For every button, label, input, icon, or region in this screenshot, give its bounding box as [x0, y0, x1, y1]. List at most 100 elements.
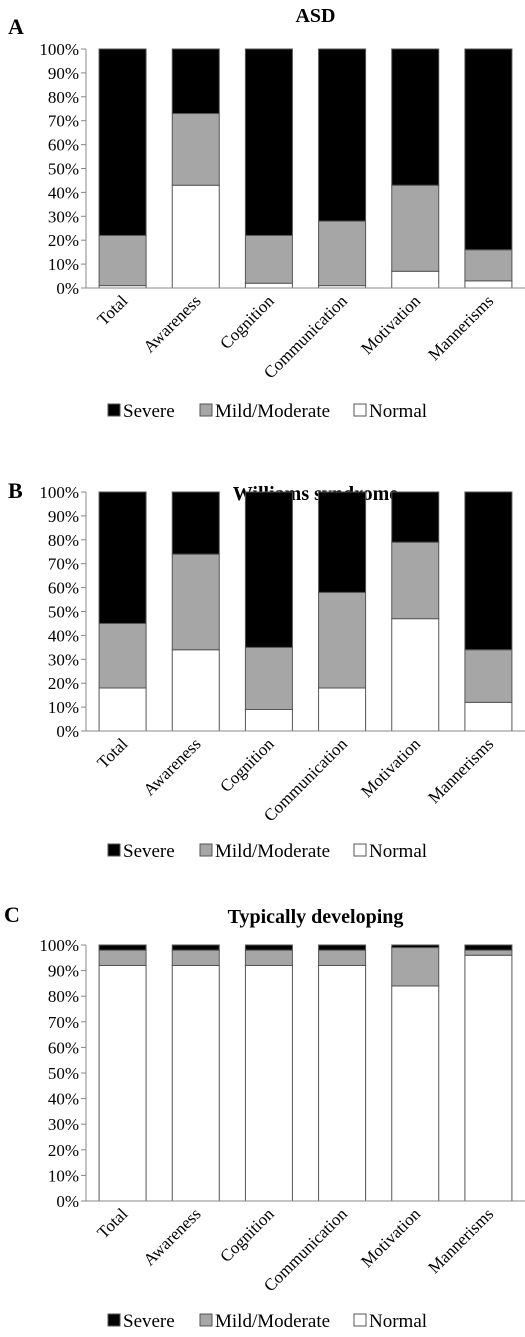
- legend-label-normal: Normal: [369, 1311, 427, 1332]
- x-tick-label: Motivation: [357, 291, 424, 358]
- bar-segment-mild-moderate: [171, 949, 220, 966]
- bar-segment-severe: [318, 944, 367, 951]
- y-tick-label: 90%: [48, 64, 79, 83]
- y-tick-label: 40%: [48, 1090, 79, 1109]
- legend-swatch-normal: [353, 843, 367, 857]
- bar-segment-normal: [318, 964, 367, 1202]
- legend: Severe Mild/Moderate Normal: [107, 841, 427, 862]
- bar-segment-normal: [171, 649, 220, 732]
- bar-segment-normal: [244, 708, 293, 732]
- bar-segment-mild-moderate: [244, 949, 293, 966]
- legend-swatch-mild-moderate: [199, 1313, 213, 1327]
- bar-segment-mild-moderate: [391, 947, 440, 987]
- x-tick-label: Awareness: [140, 1204, 205, 1269]
- legend-swatch-mild-moderate: [199, 843, 213, 857]
- y-tick-label: 100%: [39, 936, 79, 955]
- panel-letter: C: [4, 902, 20, 927]
- bar-segment-severe: [464, 944, 513, 951]
- bar-segment-severe: [391, 48, 440, 186]
- bar-segment-mild-moderate: [391, 541, 440, 620]
- chart-panel-c: C Typically developing 0% 10% 20% 30% 40% 50% 60…: [4, 902, 525, 1332]
- bar-segment-severe: [98, 48, 147, 236]
- bar-segment-normal: [98, 964, 147, 1202]
- bar-segment-severe: [244, 944, 293, 951]
- bar-segment-normal: [391, 618, 440, 732]
- y-tick-label: 0%: [56, 1192, 79, 1211]
- y-tick-label: 60%: [48, 579, 79, 598]
- legend: Severe Mild/Moderate Normal: [107, 1311, 427, 1332]
- panel-letter: A: [8, 14, 24, 39]
- bar-segment-mild-moderate: [98, 234, 147, 287]
- legend-swatch-severe: [107, 403, 121, 417]
- legend-label-severe: Severe: [123, 401, 175, 422]
- x-tick-label: Mannerisms: [424, 1204, 497, 1277]
- bar-segment-mild-moderate: [464, 649, 513, 703]
- y-tick-label: 0%: [56, 722, 79, 741]
- y-tick-label: 50%: [48, 160, 79, 179]
- x-tick-label: Total: [93, 734, 131, 772]
- bar-segment-mild-moderate: [318, 591, 367, 689]
- chart-title: Typically developing: [228, 906, 404, 928]
- bar-segment-normal: [98, 687, 147, 732]
- legend-swatch-severe: [107, 843, 121, 857]
- y-tick-label: 60%: [48, 1038, 79, 1057]
- bar-segment-mild-moderate: [244, 646, 293, 710]
- y-tick-label: 20%: [48, 674, 79, 693]
- x-tick-label: Awareness: [140, 734, 205, 799]
- legend-label-mild-moderate: Mild/Moderate: [215, 1311, 330, 1332]
- y-tick-label: 20%: [48, 231, 79, 250]
- bar-segment-severe: [244, 48, 293, 236]
- y-tick-label: 50%: [48, 603, 79, 622]
- y-tick-label: 100%: [39, 483, 79, 502]
- bar-segment-severe: [391, 944, 440, 949]
- y-tick-label: 10%: [48, 1166, 79, 1185]
- y-tick-label: 60%: [48, 136, 79, 155]
- y-tick-label: 90%: [48, 962, 79, 981]
- y-tick-label: 10%: [48, 255, 79, 274]
- y-tick-label: 70%: [48, 1013, 79, 1032]
- y-tick-label: 70%: [48, 555, 79, 574]
- y-tick-label: 80%: [48, 531, 79, 550]
- legend-label-normal: Normal: [369, 841, 427, 862]
- bar-segment-mild-moderate: [98, 622, 147, 689]
- x-tick-label: Total: [93, 1204, 131, 1242]
- bar-segment-mild-moderate: [464, 949, 513, 956]
- bar-segment-severe: [318, 491, 367, 593]
- y-tick-label: 30%: [48, 650, 79, 669]
- y-tick-label: 30%: [48, 1115, 79, 1134]
- bar-segment-mild-moderate: [318, 220, 367, 287]
- x-tick-label: Motivation: [357, 1204, 424, 1271]
- bar-segment-mild-moderate: [391, 184, 440, 272]
- bar-segment-normal: [318, 687, 367, 732]
- bar-segment-normal: [464, 954, 513, 1202]
- legend-swatch-mild-moderate: [199, 403, 213, 417]
- x-tick-label: Mannerisms: [424, 291, 497, 364]
- y-tick-label: 90%: [48, 507, 79, 526]
- bar-segment-mild-moderate: [171, 553, 220, 651]
- bar-segment-severe: [98, 944, 147, 951]
- chart-panel-a: A ASD 0% 10% 20% 30% 40% 50% 60% 70% 80% 90% 100% Tot…: [8, 5, 525, 422]
- x-tick-label: Mannerisms: [424, 734, 497, 807]
- chart-title: ASD: [295, 5, 335, 27]
- bar-segment-normal: [391, 985, 440, 1202]
- legend-label-mild-moderate: Mild/Moderate: [215, 841, 330, 862]
- y-tick-label: 20%: [48, 1141, 79, 1160]
- bar-segment-severe: [171, 491, 220, 555]
- bar-segment-normal: [244, 964, 293, 1202]
- bar-segment-normal: [171, 184, 220, 289]
- y-tick-label: 100%: [39, 40, 79, 59]
- bar-segment-normal: [391, 270, 440, 289]
- y-tick-label: 10%: [48, 698, 79, 717]
- bar-segment-severe: [318, 48, 367, 222]
- legend-swatch-normal: [353, 1313, 367, 1327]
- y-tick-label: 40%: [48, 626, 79, 645]
- bar-segment-severe: [464, 491, 513, 651]
- legend-label-normal: Normal: [369, 401, 427, 422]
- y-tick-label: 50%: [48, 1064, 79, 1083]
- legend-label-mild-moderate: Mild/Moderate: [215, 401, 330, 422]
- x-tick-label: Awareness: [140, 291, 205, 356]
- legend: Severe Mild/Moderate Normal: [107, 401, 427, 422]
- y-tick-label: 80%: [48, 88, 79, 107]
- y-tick-label: 80%: [48, 987, 79, 1006]
